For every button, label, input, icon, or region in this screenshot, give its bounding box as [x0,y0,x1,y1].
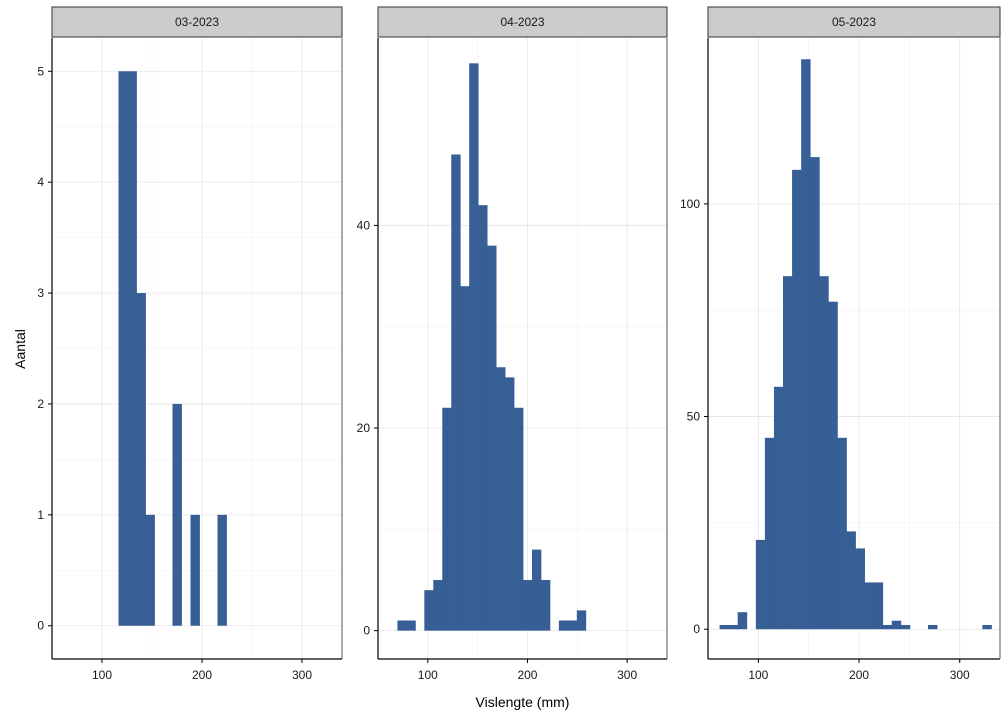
x-tick-label: 200 [849,668,869,682]
histogram-bar [810,157,820,630]
histogram-bar [773,386,784,630]
y-tick-label: 5 [37,64,44,78]
histogram-bar [801,59,811,630]
histogram-bar [172,403,182,626]
histogram-bar [531,549,542,631]
histogram-bar [460,286,470,631]
x-tick-label: 200 [517,668,537,682]
histogram-bar [424,590,434,631]
histogram-bar [145,514,155,626]
histogram-bar [496,367,506,631]
histogram-bar [792,169,802,630]
histogram-bar [900,624,911,630]
histogram-bar [469,63,479,631]
histogram-bar [864,582,875,630]
x-tick-label: 100 [418,668,438,682]
y-tick-label: 40 [357,218,371,232]
histogram-bar [478,205,488,631]
histogram-bar [190,514,200,626]
y-tick-label: 4 [37,175,44,189]
histogram-bar [433,579,443,631]
y-tick-label: 50 [687,410,701,424]
histogram-bar [487,245,497,631]
histogram-bar [217,514,227,626]
histogram-bar [451,154,461,631]
histogram-bar [764,437,775,630]
histogram-bar [873,582,884,630]
y-tick-label: 0 [363,624,370,638]
histogram-bar [406,620,416,631]
histogram-bar [928,624,938,630]
x-tick-label: 300 [950,668,970,682]
histogram-bar [882,624,893,630]
histogram-bar [755,539,766,630]
y-tick-label: 2 [37,397,44,411]
histogram-bar [397,620,407,631]
facet-strip [377,6,668,38]
histogram-bar [118,71,128,626]
histogram-bar [846,531,856,630]
facet-strip [707,6,1001,38]
y-tick-label: 1 [37,508,44,522]
histogram-bar [855,548,865,630]
histogram-bar [567,620,578,631]
histogram-bar [522,579,533,631]
facet-strip [51,6,343,38]
facet-title: 05-2023 [832,15,876,29]
x-tick-label: 300 [617,668,637,682]
y-tick-label: 100 [680,197,700,211]
histogram-bar [819,276,829,630]
histogram-bar [127,71,137,626]
histogram-bar [505,377,515,631]
histogram-bar [514,407,524,631]
histogram-bar [828,301,838,630]
histogram-bar [442,407,452,631]
facet-title: 03-2023 [175,15,219,29]
histogram-bar [728,624,739,630]
histogram-bar [737,612,748,630]
x-tick-label: 300 [292,668,312,682]
histogram-bar [982,624,992,630]
histogram-bar [891,620,902,630]
histogram-bar [576,610,587,631]
facet-title: 04-2023 [500,15,544,29]
histogram-bar [837,437,847,630]
histogram-bar [540,579,551,631]
histogram-bar [783,276,793,630]
histogram-bar [558,620,569,631]
y-tick-label: 0 [37,619,44,633]
x-tick-label: 100 [92,668,112,682]
y-tick-label: 0 [693,622,700,636]
x-tick-label: 200 [192,668,212,682]
histogram-bar [136,293,146,626]
y-tick-label: 20 [357,421,371,435]
x-axis-title: Vislengte (mm) [476,694,570,710]
y-tick-label: 3 [37,286,44,300]
histogram-bar [719,624,730,630]
x-tick-label: 100 [748,668,768,682]
y-axis-title: Aantal [12,329,28,369]
